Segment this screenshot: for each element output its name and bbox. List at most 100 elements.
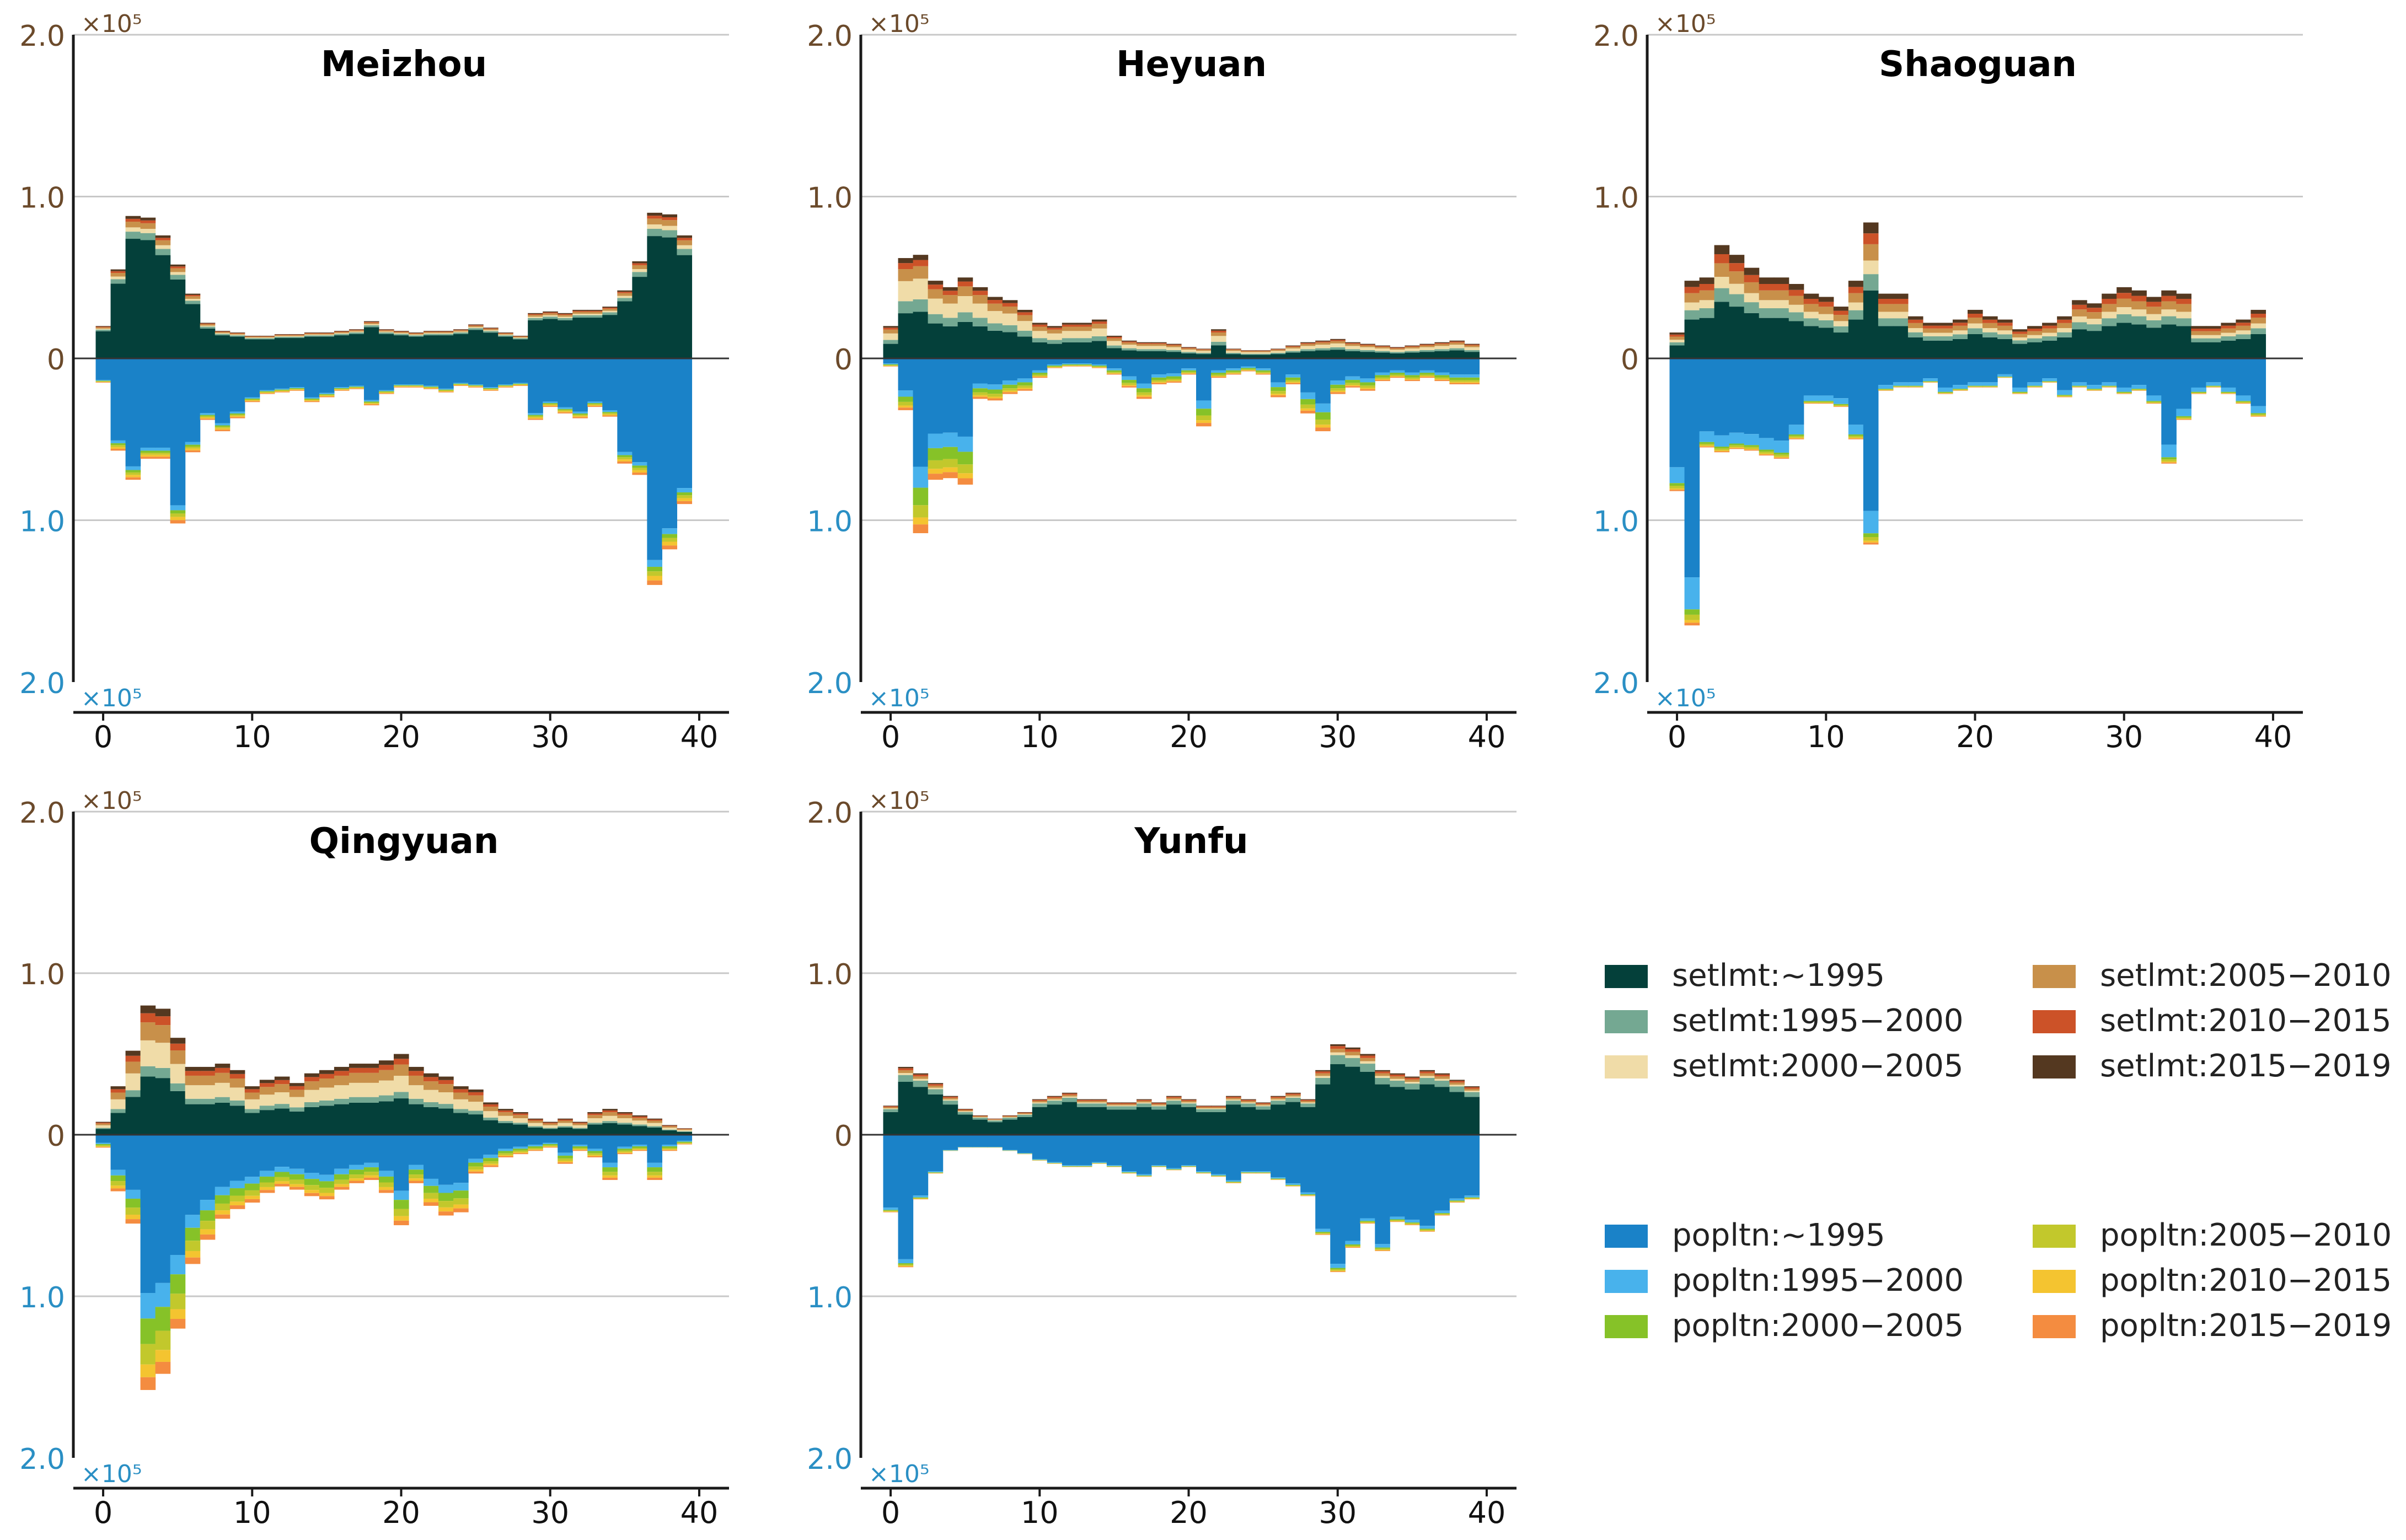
bar-popltn-segment <box>928 469 944 474</box>
y-tick-label-upper: 2.0 <box>19 797 65 830</box>
bar-setlmt-segment <box>1464 1097 1480 1135</box>
bar-setlmt-segment <box>617 1115 633 1119</box>
bar-popltn-segment <box>2116 391 2132 393</box>
bar-popltn-segment <box>319 393 335 394</box>
bar-popltn-segment <box>1241 369 1256 371</box>
bar-popltn-segment <box>972 388 988 393</box>
bar-popltn-segment <box>1300 399 1316 405</box>
bar-popltn-segment <box>898 1265 914 1267</box>
bar-popltn-segment <box>393 385 409 386</box>
bar-popltn-segment <box>1699 358 1715 432</box>
legend-setlmt-swatch <box>2033 965 2076 988</box>
bar-setlmt-segment <box>378 331 394 332</box>
bar-setlmt-segment <box>1300 1107 1316 1135</box>
bar-setlmt-segment <box>1669 345 1685 358</box>
bar-popltn-segment <box>1106 372 1122 373</box>
bar-setlmt-segment <box>468 330 484 358</box>
bar-setlmt-segment <box>2027 338 2043 342</box>
bar-popltn-segment <box>274 1184 290 1187</box>
bar-setlmt-segment <box>602 307 618 309</box>
bar-setlmt-segment <box>1002 306 1018 314</box>
bar-setlmt-segment <box>1032 1101 1048 1103</box>
bar-popltn-segment <box>438 1211 454 1216</box>
bar-popltn-segment <box>2057 396 2072 397</box>
bar-setlmt-segment <box>140 217 156 221</box>
bar-setlmt-segment <box>677 245 693 249</box>
bar-popltn-segment <box>349 1165 365 1170</box>
bar-setlmt-segment <box>2221 340 2236 359</box>
bar-setlmt-segment <box>1330 1064 1346 1135</box>
bar-setlmt-segment <box>1181 352 1197 353</box>
bar-popltn-segment <box>558 412 573 414</box>
bar-popltn-segment <box>468 1169 484 1172</box>
bar-setlmt-segment <box>1345 343 1360 344</box>
bar-setlmt-segment <box>2191 329 2206 331</box>
bar-popltn-segment <box>1464 377 1480 380</box>
bar-setlmt-segment <box>1744 267 1760 275</box>
bar-setlmt-segment <box>513 1124 528 1135</box>
y-tick-label-lower: 1.0 <box>19 1281 65 1314</box>
bar-popltn-segment <box>1360 389 1375 391</box>
bar-setlmt-segment <box>1106 338 1122 341</box>
bar-setlmt-segment <box>1121 345 1137 348</box>
bar-setlmt-segment <box>125 216 141 219</box>
bar-setlmt-segment <box>1967 323 1983 329</box>
bar-popltn-segment <box>409 1181 424 1183</box>
bar-popltn-segment <box>1759 452 1775 454</box>
bar-popltn-segment <box>2131 390 2147 391</box>
bar-popltn-segment <box>125 1208 141 1215</box>
bar-setlmt-segment <box>468 328 484 330</box>
bar-setlmt-segment <box>602 308 618 311</box>
bar-setlmt-segment <box>1226 348 1241 350</box>
bar-setlmt-segment <box>110 1099 126 1109</box>
bar-setlmt-segment <box>1226 351 1241 353</box>
bar-popltn-segment <box>1032 373 1048 375</box>
bar-popltn-segment <box>1300 358 1316 393</box>
bar-setlmt-segment <box>1091 1107 1107 1135</box>
bar-setlmt-segment <box>1241 350 1256 351</box>
bar-popltn-segment <box>170 1294 186 1310</box>
bar-popltn-segment <box>259 390 275 391</box>
bar-setlmt-segment <box>1863 244 1879 261</box>
bar-popltn-segment <box>587 1151 603 1153</box>
bar-setlmt-segment <box>1166 345 1182 347</box>
bar-setlmt-segment <box>155 245 171 249</box>
bar-popltn-segment <box>602 1167 618 1172</box>
bar-setlmt-segment <box>393 335 409 358</box>
bar-setlmt-segment <box>1449 350 1465 358</box>
bar-setlmt-segment <box>1390 350 1405 352</box>
bar-popltn-segment <box>1062 1166 1078 1167</box>
bar-popltn-segment <box>170 358 186 506</box>
bar-setlmt-segment <box>1256 355 1271 358</box>
bar-popltn-segment <box>1405 1224 1420 1225</box>
bar-setlmt-segment <box>928 314 944 324</box>
bar-setlmt-segment <box>543 315 558 317</box>
bar-setlmt-segment <box>140 229 156 233</box>
bar-setlmt-segment <box>2116 307 2132 314</box>
bar-popltn-segment <box>334 390 350 391</box>
bar-setlmt-segment <box>1744 282 1760 293</box>
bar-popltn-segment <box>2027 385 2043 387</box>
bar-popltn-segment <box>1788 358 1804 425</box>
bar-popltn-segment <box>1699 446 1715 447</box>
bar-setlmt-segment <box>528 1126 543 1128</box>
bar-setlmt-segment <box>1449 1085 1465 1087</box>
bar-popltn-segment <box>2250 406 2266 414</box>
bar-popltn-segment <box>883 365 899 366</box>
bar-setlmt-segment <box>1464 347 1480 350</box>
bar-setlmt-segment <box>1196 354 1212 358</box>
bar-popltn-segment <box>1136 358 1152 384</box>
bar-popltn-segment <box>1419 370 1435 373</box>
bar-setlmt-segment <box>1032 1099 1048 1101</box>
bar-setlmt-segment <box>1076 1103 1092 1107</box>
bar-setlmt-segment <box>378 1060 394 1065</box>
bar-setlmt-segment <box>1360 350 1375 352</box>
bar-setlmt-segment <box>2012 344 2028 358</box>
bar-popltn-segment <box>1893 387 1909 388</box>
bar-popltn-segment <box>913 466 929 488</box>
bar-popltn-segment <box>1241 368 1256 369</box>
bar-popltn-segment <box>1967 382 1983 386</box>
bar-popltn-segment <box>1300 404 1316 409</box>
bar-popltn-segment <box>1937 358 1953 388</box>
